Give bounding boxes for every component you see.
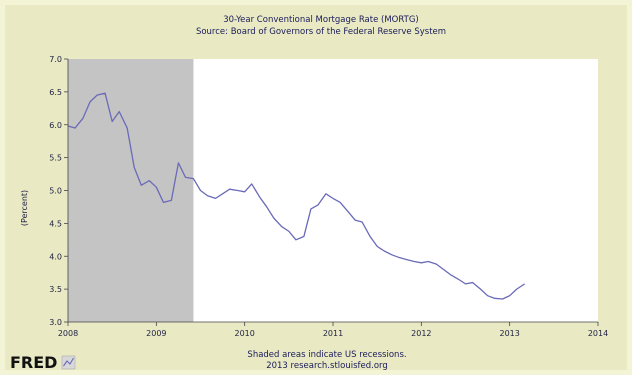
fred-logo: FRED [10, 353, 57, 372]
x-tick-label: 2014 [588, 329, 608, 338]
x-tick-label: 2010 [234, 329, 254, 338]
source-url: 2013 research.stlouisfed.org [266, 361, 388, 371]
x-tick-label: 2008 [58, 329, 78, 338]
recession-note: Shaded areas indicate US recessions. [247, 350, 406, 360]
y-tick-label: 6.0 [49, 121, 62, 130]
chart-title: 30-Year Conventional Mortgage Rate (MORT… [223, 15, 419, 25]
recession-band [68, 59, 194, 322]
x-tick-label: 2009 [146, 329, 166, 338]
y-tick-label: 6.5 [49, 88, 62, 97]
x-tick-label: 2013 [499, 329, 519, 338]
x-tick-label: 2012 [411, 329, 431, 338]
y-tick-label: 7.0 [49, 55, 62, 64]
y-tick-label: 3.0 [49, 318, 62, 327]
y-tick-label: 4.5 [49, 219, 62, 228]
x-tick-label: 2011 [323, 329, 343, 338]
y-tick-label: 5.5 [49, 154, 62, 163]
y-tick-label: 3.5 [49, 285, 62, 294]
y-axis-label: (Percent) [20, 190, 29, 226]
chart-subtitle: Source: Board of Governors of the Federa… [196, 27, 446, 37]
chart-line-icon [61, 355, 76, 370]
y-tick-label: 4.0 [49, 252, 62, 261]
y-tick-label: 5.0 [49, 187, 62, 196]
series-line [67, 92, 526, 300]
